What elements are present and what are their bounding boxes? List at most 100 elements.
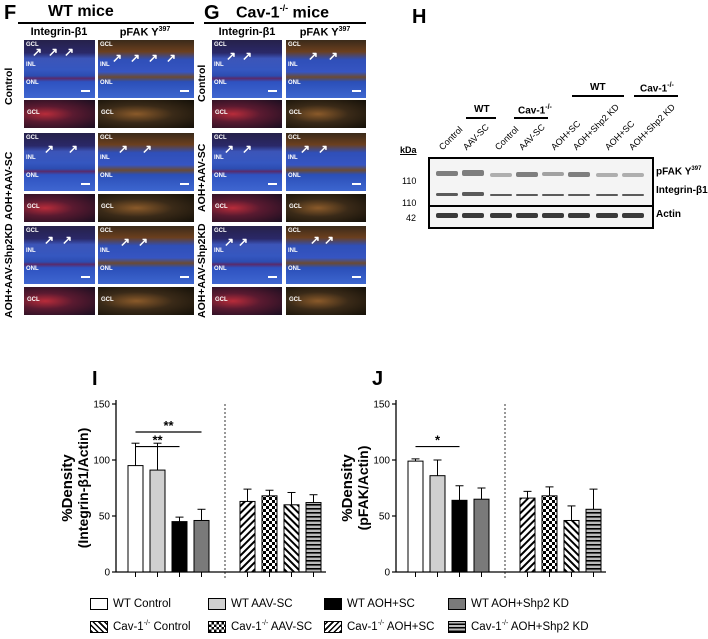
panel-f-row-shp2kd: AOH+AAV-Shp2KD (3, 223, 15, 318)
micrograph-tile: GCL (286, 287, 366, 315)
y-tick-label: 50 (379, 512, 391, 523)
arrow-icon: ↗ (300, 142, 311, 156)
panel-g-row-aav-sc: AOH+AAV-SC (196, 143, 208, 212)
legend-item: Cav-1-/- AOH+SC (324, 620, 434, 633)
lane-label: Control (492, 124, 521, 152)
micrograph-tile: GCL (286, 100, 366, 128)
group-rule (514, 117, 548, 119)
lane-label: Control (436, 124, 465, 152)
y-axis-label-line1: %Density (59, 454, 76, 522)
micrograph-tile: GCL INL ONL ↗ ↗ (212, 40, 282, 98)
panel-letter-g: G (204, 2, 220, 24)
arrow-icon: ↗ (44, 233, 55, 247)
legend-item: WT Control (90, 598, 171, 610)
y-axis-label-line1: %Density (339, 454, 356, 522)
panel-g-row-shp2kd: AOH+AAV-Shp2KD (196, 223, 208, 318)
panel-f-col1-title: Integrin-β1 (30, 26, 88, 38)
bar-1 (127, 465, 144, 573)
arrow-icon: ↗ (224, 235, 235, 249)
bar-5 (519, 497, 536, 573)
bar-8 (305, 502, 322, 573)
bar-1 (407, 460, 424, 573)
arrow-icon: ↗ (62, 233, 73, 247)
micrograph-tile: GCL INL ONL ↗ ↗ (212, 226, 282, 284)
panel-letter-j: J (372, 368, 384, 390)
arrow-icon: ↗ (238, 235, 249, 249)
y-axis-label-line2: (Integrin-β1/Actin) (75, 428, 91, 549)
micrograph-tile: GCL INL ONL ↗ ↗ (212, 133, 282, 191)
micrograph-tile: GCL (24, 100, 95, 128)
micrograph-tile: GCL INL ONL ↗ ↗ (286, 133, 366, 191)
bar-4 (473, 498, 490, 573)
panel-g-col2-title: pFAK Y397 (299, 26, 351, 39)
micrograph-tile: GCL INL ONL ↗ ↗ (286, 226, 366, 284)
arrow-icon: ↗ (166, 51, 177, 65)
micrograph-tile: GCL INL ONL ↗ ↗ (98, 226, 194, 284)
y-tick-label: 0 (104, 568, 110, 579)
panel-letter-i: I (92, 368, 98, 390)
bar-6 (261, 495, 278, 573)
group-rule (634, 95, 678, 97)
arrow-icon: ↗ (32, 45, 43, 59)
micrograph-tile: GCL (98, 100, 194, 128)
arrow-icon: ↗ (142, 142, 153, 156)
arrow-icon: ↗ (308, 49, 319, 63)
bar-2 (149, 469, 166, 573)
panel-f-col2-title: pFAK Y397 (119, 26, 171, 39)
y-tick-label: 0 (384, 568, 390, 579)
legend-item: WT AOH+Shp2 KD (448, 598, 569, 610)
y-tick-label: 100 (93, 456, 110, 467)
micrograph-tile: GCL (212, 194, 282, 222)
lane-label: AAV-SC (460, 122, 491, 152)
significance-label: ** (163, 418, 174, 433)
arrow-icon: ↗ (224, 142, 235, 156)
arrow-icon: ↗ (130, 51, 141, 65)
micrograph-tile: GCL INL ONL ↗ ↗ (286, 40, 366, 98)
significance-label: * (435, 433, 441, 448)
panel-g-title: Cav-1-/- mice (236, 3, 329, 22)
micrograph-tile: GCL (212, 287, 282, 315)
panel-letter-f: F (4, 2, 17, 24)
marker-label: 42 (406, 213, 417, 223)
arrow-icon: ↗ (148, 51, 159, 65)
micrograph-tile: GCL (286, 194, 366, 222)
arrow-icon: ↗ (68, 142, 79, 156)
panel-f-rule (18, 22, 194, 24)
legend-item: Cav-1-/- AAV-SC (208, 620, 312, 633)
micrograph-tile: GCL (24, 194, 95, 222)
micrograph-tile: GCL (24, 287, 95, 315)
micrograph-tile: GCL (212, 100, 282, 128)
band-label-integrin: Integrin-β1 (656, 185, 708, 196)
group-label-cav-2: Cav-1-/- (640, 82, 674, 95)
group-rule (466, 117, 496, 119)
y-axis-label-line2: (pFAK/Actin) (355, 446, 371, 531)
micrograph-tile: GCL (98, 194, 194, 222)
western-blot (428, 157, 654, 229)
legend-item: Cav-1-/- AOH+Shp2 KD (448, 620, 589, 633)
band-label-actin: Actin (656, 209, 681, 220)
bar-chart-pfak: %Density (pFAK/Actin) 0 50 100 150 * (339, 400, 606, 580)
arrow-icon: ↗ (328, 49, 339, 63)
y-tick-label: 50 (99, 512, 111, 523)
arrow-icon: ↗ (242, 142, 253, 156)
panel-g-rule (204, 22, 366, 24)
micrograph-tile: GCL INL ONL ↗ ↗ ↗ ↗ (98, 40, 194, 98)
arrow-icon: ↗ (318, 142, 329, 156)
arrow-icon: ↗ (226, 49, 237, 63)
panel-f-row-control: Control (3, 67, 15, 105)
panel-g-col1-title: Integrin-β1 (218, 26, 276, 38)
blot-bands (436, 170, 644, 218)
bar-3 (171, 521, 188, 573)
micrograph-tile: GCL INL ONL ↗ ↗ (24, 226, 95, 284)
arrow-icon: ↗ (324, 233, 335, 247)
bar-chart-integrin: %Density (Integrin-β1/Actin) 0 50 100 150 **** (59, 400, 326, 580)
panel-letter-h: H (412, 6, 427, 28)
arrow-icon: ↗ (242, 49, 253, 63)
arrow-icon: ↗ (138, 235, 149, 249)
panel-f-row-aav-sc: AOH+AAV-SC (3, 151, 15, 220)
bar-6 (541, 495, 558, 573)
group-label-wt: WT (474, 104, 490, 115)
kda-label: kDa (400, 145, 417, 155)
bar-8 (585, 508, 602, 573)
arrow-icon: ↗ (64, 45, 75, 59)
